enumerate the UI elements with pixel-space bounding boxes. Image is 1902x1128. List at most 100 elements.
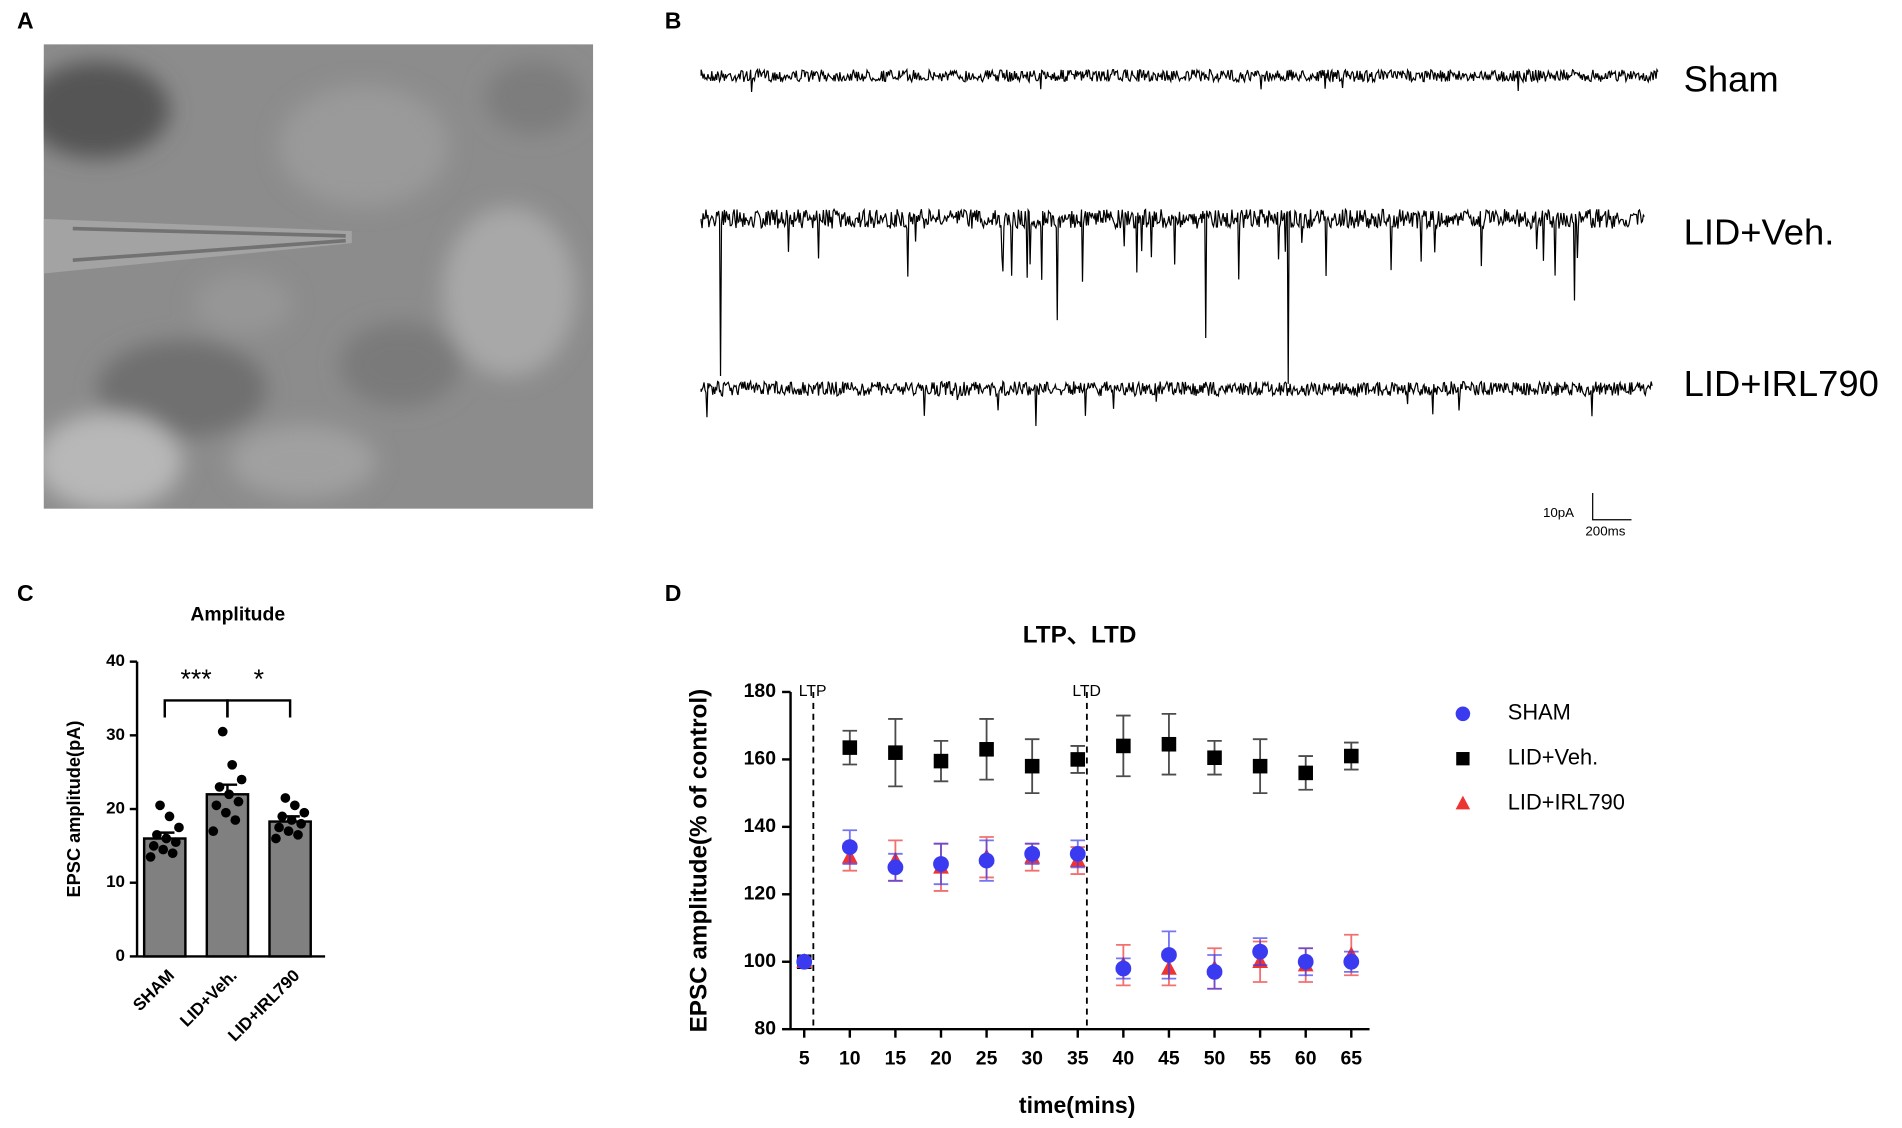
trace — [700, 379, 1653, 426]
data-point — [933, 753, 949, 769]
trace-label: LID+Veh. — [1684, 211, 1835, 252]
micrograph — [43, 44, 594, 509]
y-tick-label: 100 — [744, 950, 776, 972]
significance-label: *** — [181, 664, 212, 694]
data-point — [274, 822, 284, 833]
panel-label: A — [17, 7, 34, 33]
trace-label: Sham — [1684, 58, 1779, 99]
y-tick-label: 40 — [106, 651, 125, 670]
x-tick-label: 20 — [930, 1048, 952, 1070]
data-point — [978, 852, 995, 869]
chart-title: Amplitude — [190, 604, 285, 626]
scale-x-label: 200ms — [1585, 523, 1625, 538]
panel-label: B — [665, 7, 682, 33]
data-point — [842, 740, 858, 755]
x-tick-label: 5 — [799, 1048, 810, 1070]
x-tick-label: SHAM — [129, 966, 178, 1015]
y-tick-label: 120 — [744, 882, 776, 904]
data-point — [293, 829, 303, 840]
trace — [700, 67, 1659, 93]
data-point — [1297, 953, 1314, 970]
data-point — [164, 811, 175, 822]
data-point — [174, 822, 184, 833]
reference-label: LTP — [799, 683, 827, 700]
panel-label: C — [17, 580, 34, 606]
y-tick-label: 10 — [106, 872, 125, 891]
traces — [700, 67, 1659, 426]
data-point — [208, 826, 219, 836]
data-point — [286, 815, 297, 825]
data-point — [161, 833, 172, 844]
panel-label: D — [665, 580, 682, 606]
data-point — [167, 848, 178, 859]
data-point — [299, 807, 310, 818]
data-point — [1343, 953, 1360, 970]
x-tick-label: 50 — [1204, 1048, 1226, 1070]
legend-label: SHAM — [1508, 700, 1571, 725]
significance-bracket — [226, 699, 292, 718]
x-tick-label: 45 — [1158, 1048, 1180, 1070]
data-point — [796, 953, 813, 970]
legend-label: LID+IRL790 — [1508, 789, 1625, 814]
data-point — [224, 789, 234, 800]
legend-marker — [1455, 706, 1471, 722]
bar — [205, 793, 250, 958]
x-tick-label: 40 — [1113, 1048, 1135, 1070]
data-point — [233, 796, 244, 807]
data-point — [1252, 943, 1268, 960]
data-point — [271, 833, 281, 844]
data-point — [277, 811, 288, 822]
x-tick-label: 65 — [1341, 1048, 1363, 1070]
data-point — [1070, 752, 1086, 767]
y-axis-label: EPSC amplitude(pA) — [64, 721, 84, 898]
data-point — [211, 800, 222, 811]
data-point — [1116, 738, 1131, 754]
data-point — [1344, 748, 1359, 764]
data-point — [1161, 947, 1177, 963]
data-point — [227, 759, 238, 770]
data-point — [1207, 750, 1222, 766]
x-tick-label: 10 — [839, 1048, 861, 1070]
x-tick-label: 25 — [976, 1048, 998, 1070]
x-tick-label: 55 — [1249, 1048, 1271, 1070]
data-point — [152, 829, 162, 840]
data-point — [283, 826, 294, 836]
x-tick-label: LID+Veh. — [176, 966, 240, 1030]
data-point — [214, 782, 225, 792]
legend-marker — [1455, 795, 1471, 810]
scale-y-label: 10pA — [1543, 505, 1574, 520]
data-point — [145, 852, 156, 862]
data-point — [1024, 845, 1041, 862]
x-tick-label: 35 — [1067, 1048, 1089, 1070]
chart-title: LTP、LTD — [1023, 622, 1137, 649]
legend-label: LID+Veh. — [1508, 744, 1598, 769]
y-tick-label: 0 — [116, 946, 125, 965]
data-point — [841, 839, 858, 855]
data-point — [933, 856, 949, 872]
data-point — [1206, 963, 1223, 980]
significance-label: * — [254, 664, 264, 694]
data-point — [148, 841, 159, 851]
data-point — [1252, 758, 1268, 774]
data-point — [230, 815, 241, 825]
y-tick-label: 30 — [106, 725, 125, 744]
trace-label: LID+IRL790 — [1684, 363, 1879, 404]
y-tick-label: 180 — [744, 680, 776, 702]
data-point — [170, 837, 181, 848]
data-point — [158, 844, 169, 855]
reference-label: LTD — [1072, 683, 1101, 700]
scale-bar — [1592, 493, 1632, 521]
x-tick-label: 60 — [1295, 1048, 1317, 1070]
significance-bracket — [163, 699, 229, 718]
x-tick-label: 15 — [885, 1048, 907, 1070]
data-point — [1069, 845, 1086, 862]
bar — [268, 820, 312, 958]
data-point — [236, 774, 247, 785]
y-tick-label: 160 — [744, 748, 776, 770]
data-point — [887, 859, 904, 876]
data-point — [1115, 960, 1132, 977]
y-tick-label: 140 — [744, 815, 776, 837]
data-point — [888, 745, 903, 760]
